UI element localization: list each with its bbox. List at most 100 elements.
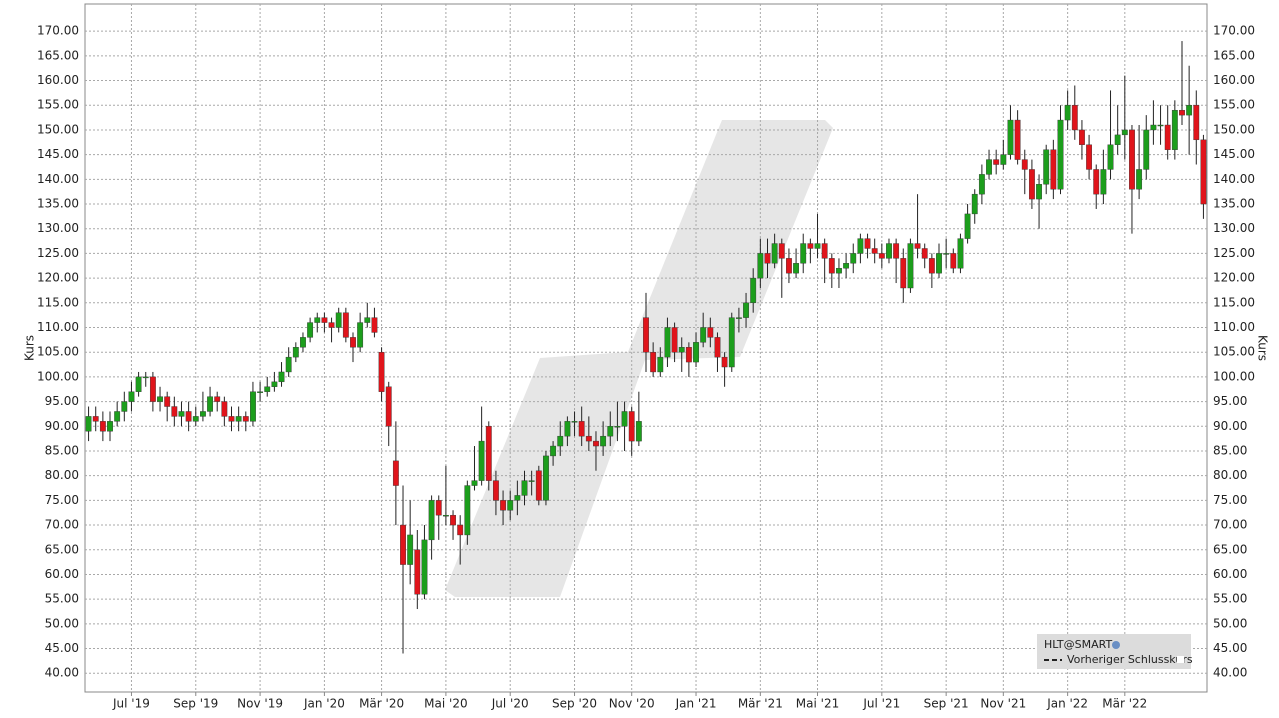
candle-body	[350, 337, 356, 348]
candle-body	[600, 435, 607, 447]
legend-icon	[1112, 641, 1120, 649]
candle-body	[407, 534, 414, 565]
y-tick-label: 50.00	[45, 616, 79, 630]
y2-tick-label: 160.00	[1213, 73, 1255, 87]
x-tick-label: Mär '21	[738, 697, 783, 711]
candle-body	[714, 337, 721, 358]
y-tick-label: 105.00	[37, 345, 79, 359]
candle-body	[1121, 129, 1128, 136]
candle-body	[693, 342, 699, 363]
candle-body	[593, 440, 599, 447]
y2-tick-label: 115.00	[1213, 295, 1255, 309]
candle-body	[1071, 105, 1078, 131]
candle-body	[1157, 124, 1164, 127]
candle-body	[993, 159, 1000, 165]
x-tick-label: Mär '22	[1102, 697, 1147, 711]
x-tick-label: Mai '20	[424, 697, 467, 711]
candle-body	[342, 312, 349, 338]
candle-body	[257, 391, 264, 393]
y-tick-label: 140.00	[37, 172, 79, 186]
candle-body	[607, 426, 614, 437]
candle-body	[435, 500, 442, 516]
candle-body	[800, 243, 807, 264]
candle-body	[278, 371, 285, 383]
candle-body	[378, 351, 385, 392]
candle-body	[943, 253, 950, 255]
candle-body	[778, 243, 785, 259]
y-tick-label: 55.00	[45, 592, 79, 606]
y2-tick-label: 60.00	[1213, 567, 1247, 581]
candle-body	[843, 263, 850, 269]
candle-body	[457, 524, 464, 536]
candle-body	[735, 317, 742, 319]
candle-body	[1114, 134, 1121, 145]
x-tick-label: Sep '21	[924, 697, 969, 711]
candle-body	[707, 327, 714, 338]
candle-body	[1028, 169, 1035, 200]
candle-body	[328, 322, 335, 328]
y2-tick-label: 125.00	[1213, 246, 1255, 260]
candle-body	[614, 426, 621, 428]
candle-body	[671, 327, 678, 353]
candle-body	[392, 460, 399, 486]
y2-tick-label: 110.00	[1213, 320, 1255, 334]
y-tick-label: 75.00	[45, 493, 79, 507]
candle-body	[285, 356, 292, 373]
y2-tick-label: 70.00	[1213, 518, 1247, 532]
legend-box	[1037, 634, 1191, 669]
candle-body	[235, 416, 242, 422]
candle-body	[242, 416, 249, 422]
candle-body	[550, 445, 557, 457]
x-tick-label: Nov '21	[980, 697, 1026, 711]
candle-body	[578, 421, 585, 437]
candle-body	[857, 238, 864, 254]
x-tick-label: Jan '20	[303, 697, 345, 711]
candle-body	[471, 480, 478, 486]
candle-body	[1150, 124, 1157, 131]
candle-body	[1079, 129, 1085, 145]
candle-body	[585, 435, 592, 442]
legend: HLT@SMART Vorheriger Schlusskurs	[1037, 634, 1193, 669]
candle-body	[149, 376, 156, 402]
y2-tick-label: 85.00	[1213, 443, 1247, 457]
candle-body	[421, 539, 428, 595]
candle-body	[192, 416, 199, 422]
y-tick-label: 70.00	[45, 518, 79, 532]
candle-body	[728, 317, 735, 368]
candle-body	[121, 401, 128, 412]
candle-body	[1014, 119, 1021, 160]
candle-body	[1100, 169, 1107, 195]
y2-axis-title: Kurs	[1256, 335, 1270, 361]
x-tick-label: Jul '21	[862, 697, 900, 711]
y-tick-label: 60.00	[45, 567, 79, 581]
candle-body	[700, 327, 707, 343]
candle-body	[92, 416, 99, 422]
y2-tick-label: 165.00	[1213, 48, 1255, 62]
y-tick-label: 100.00	[37, 369, 79, 383]
candle-body	[250, 391, 256, 422]
candle-body	[850, 253, 857, 264]
candle-body	[464, 485, 471, 536]
y2-tick-label: 105.00	[1213, 345, 1255, 359]
x-tick-label: Nov '19	[237, 697, 283, 711]
candle-body	[157, 396, 163, 402]
legend-entry: Vorheriger Schlusskurs	[1067, 653, 1193, 666]
candle-body	[721, 356, 728, 368]
candle-body	[764, 253, 771, 264]
y-tick-label: 110.00	[37, 320, 79, 334]
y-tick-label: 155.00	[37, 98, 79, 112]
candle-body	[621, 411, 628, 427]
candle-body	[771, 243, 778, 264]
candle-body	[1200, 139, 1207, 205]
y2-tick-label: 130.00	[1213, 221, 1255, 235]
candle-body	[635, 421, 642, 442]
candle-body	[535, 470, 542, 501]
candle-body	[264, 386, 271, 392]
candle-body	[207, 396, 213, 412]
candle-body	[1171, 109, 1178, 150]
candle-body	[1050, 149, 1057, 190]
y-tick-label: 150.00	[37, 122, 79, 136]
candle-body	[643, 317, 649, 353]
candle-body	[364, 317, 371, 323]
candle-body	[85, 416, 92, 432]
